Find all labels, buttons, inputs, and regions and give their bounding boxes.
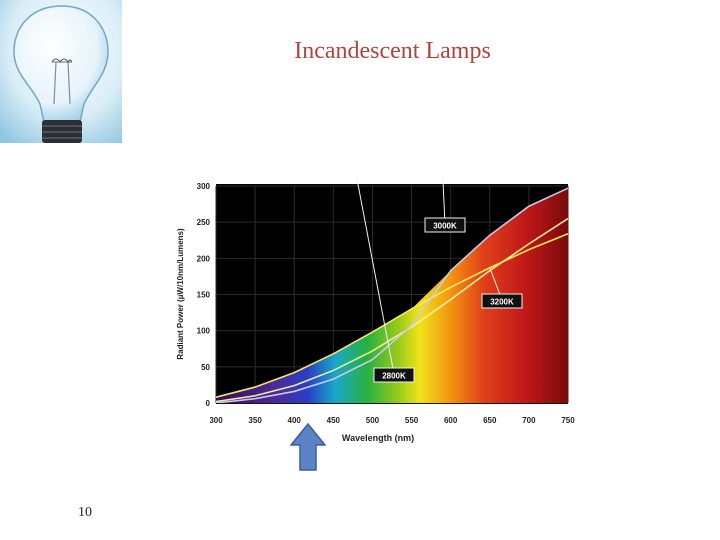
annotation-box [424, 217, 466, 233]
annotation-label: 3200K [490, 298, 514, 307]
series-line-3200K [216, 232, 568, 398]
y-tick-label: 50 [201, 363, 210, 372]
x-tick-label: 300 [209, 416, 223, 425]
x-tick-label: 450 [327, 416, 341, 425]
x-tick-label: 350 [248, 416, 262, 425]
x-tick-label: 500 [366, 416, 380, 425]
spectrum-fill [216, 188, 568, 403]
x-tick-label: 600 [444, 416, 458, 425]
x-tick-label: 550 [405, 416, 419, 425]
annotation-box [481, 293, 523, 309]
y-tick-label: 200 [197, 254, 211, 263]
slide-title: Incandescent Lamps [294, 38, 491, 64]
y-axis-label: Radiant Power (µW/10nm/Lumens) [176, 228, 185, 360]
x-tick-label: 700 [522, 416, 536, 425]
y-tick-label: 100 [197, 327, 211, 336]
y-tick-label: 300 [197, 182, 211, 191]
x-tick-label: 650 [483, 416, 497, 425]
annotation-label: 2800K [382, 372, 406, 381]
annotation-leader [442, 178, 446, 225]
x-tick-label: 400 [288, 416, 302, 425]
page-number: 10 [78, 505, 92, 520]
y-tick-label: 150 [197, 291, 211, 300]
up-arrow [290, 423, 326, 471]
annotation-leader [356, 178, 395, 375]
x-axis-label: Wavelength (nm) [342, 433, 414, 443]
annotation-label: 3000K [433, 222, 457, 231]
spectral-power-chart: 0 50 100 150 200 250 300 300 350 400 450 500 550 600… [176, 178, 575, 443]
y-tick-label: 250 [197, 218, 211, 227]
x-tick-label: 750 [561, 416, 575, 425]
series-line-3000K [216, 217, 568, 403]
light-bulb-image [0, 0, 122, 143]
y-tick-label: 0 [206, 399, 211, 408]
annotation-box [373, 367, 415, 383]
series-line-2800K [216, 187, 568, 403]
